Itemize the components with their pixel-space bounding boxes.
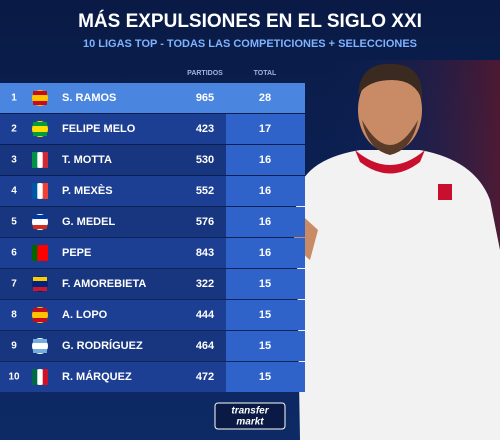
head — [358, 68, 422, 152]
flag — [32, 152, 48, 168]
shirt — [296, 150, 500, 440]
player-name: FELIPE MELO — [62, 123, 136, 135]
total-cell — [226, 176, 305, 206]
column-header: TOTAL — [254, 70, 277, 77]
rank: 6 — [11, 248, 17, 259]
logo-text: markt — [236, 417, 264, 428]
player-name: F. AMOREBIETA — [62, 278, 146, 290]
total: 15 — [259, 340, 271, 352]
rank: 1 — [11, 93, 17, 104]
total-cell — [226, 269, 305, 299]
total: 16 — [259, 247, 271, 259]
column-header: PARTIDOS — [187, 70, 223, 77]
total-cell — [226, 114, 305, 144]
collar — [355, 150, 425, 174]
flag-part — [33, 225, 47, 229]
total-cell — [226, 207, 305, 237]
player-name: G. RODRÍGUEZ — [62, 339, 143, 352]
title: MÁS EXPULSIONES EN EL SIGLO XXI — [78, 10, 422, 32]
matches: 322 — [196, 278, 214, 290]
total: 28 — [259, 92, 271, 104]
rank: 4 — [11, 186, 17, 197]
player-name: R. MÁRQUEZ — [62, 370, 132, 383]
rank: 2 — [11, 124, 17, 135]
matches: 552 — [196, 185, 214, 197]
rank: 3 — [11, 155, 17, 166]
player-name: A. LOPO — [62, 309, 108, 321]
total-cell — [226, 145, 305, 175]
subtitle: 10 LIGAS TOP - TODAS LAS COMPETICIONES +… — [83, 38, 417, 50]
flag-part — [33, 308, 47, 312]
rank: 9 — [11, 341, 17, 352]
flag — [32, 369, 48, 385]
flag-part — [42, 183, 48, 199]
flag-part — [33, 91, 47, 95]
hair — [358, 63, 423, 100]
flag-part — [33, 277, 47, 281]
matches: 530 — [196, 154, 214, 166]
rank: 7 — [11, 279, 17, 290]
player-name: T. MOTTA — [62, 154, 112, 166]
flag-part — [33, 101, 47, 105]
rank: 8 — [11, 310, 17, 321]
matches: 843 — [196, 247, 214, 259]
table-row — [0, 83, 305, 113]
flag-part — [32, 245, 38, 261]
flag — [32, 276, 48, 292]
total-cell — [226, 362, 305, 392]
beard — [362, 120, 418, 155]
flag-part — [33, 349, 47, 353]
flag — [32, 90, 48, 106]
logo-text: transfer — [231, 406, 269, 417]
flag-part — [33, 215, 47, 219]
total: 17 — [259, 123, 271, 135]
flag-part — [33, 287, 47, 291]
flag-part — [33, 318, 47, 322]
flag-part — [32, 152, 38, 168]
matches: 472 — [196, 371, 214, 383]
player-name: G. MEDEL — [62, 216, 115, 228]
total: 16 — [259, 154, 271, 166]
flag-part — [32, 369, 38, 385]
player-name: P. MEXÈS — [62, 184, 113, 197]
flag-part — [42, 245, 48, 261]
logo: transfer markt — [214, 402, 286, 430]
flag-part — [42, 369, 48, 385]
total: 15 — [259, 309, 271, 321]
total: 15 — [259, 371, 271, 383]
logo-box — [214, 402, 286, 430]
matches: 576 — [196, 216, 214, 228]
flag-part — [33, 132, 47, 136]
flag-part — [32, 183, 38, 199]
player-name: PEPE — [62, 247, 91, 259]
crest — [438, 184, 452, 200]
flag — [32, 183, 48, 199]
total: 15 — [259, 278, 271, 290]
player-name: S. RAMOS — [62, 92, 116, 104]
total: 16 — [259, 216, 271, 228]
flag — [32, 307, 48, 323]
flag — [32, 245, 48, 261]
flag — [32, 214, 48, 230]
flag-part — [33, 339, 47, 343]
total: 16 — [259, 185, 271, 197]
flag — [32, 121, 48, 137]
rank: 5 — [11, 217, 17, 228]
matches: 464 — [196, 340, 215, 352]
flag — [32, 338, 48, 354]
flag-part — [33, 122, 47, 126]
total-cell — [226, 331, 305, 361]
total-cell — [226, 238, 305, 268]
rank: 10 — [8, 372, 20, 383]
matches: 965 — [196, 92, 214, 104]
player-photo — [292, 63, 500, 440]
flag-part — [42, 152, 48, 168]
matches: 444 — [196, 309, 215, 321]
total-cell — [226, 300, 305, 330]
matches: 423 — [196, 123, 214, 135]
table: 1 S. RAMOS 965 282 FELIPE MELO 423 173 T. MOTTA… — [0, 83, 305, 392]
